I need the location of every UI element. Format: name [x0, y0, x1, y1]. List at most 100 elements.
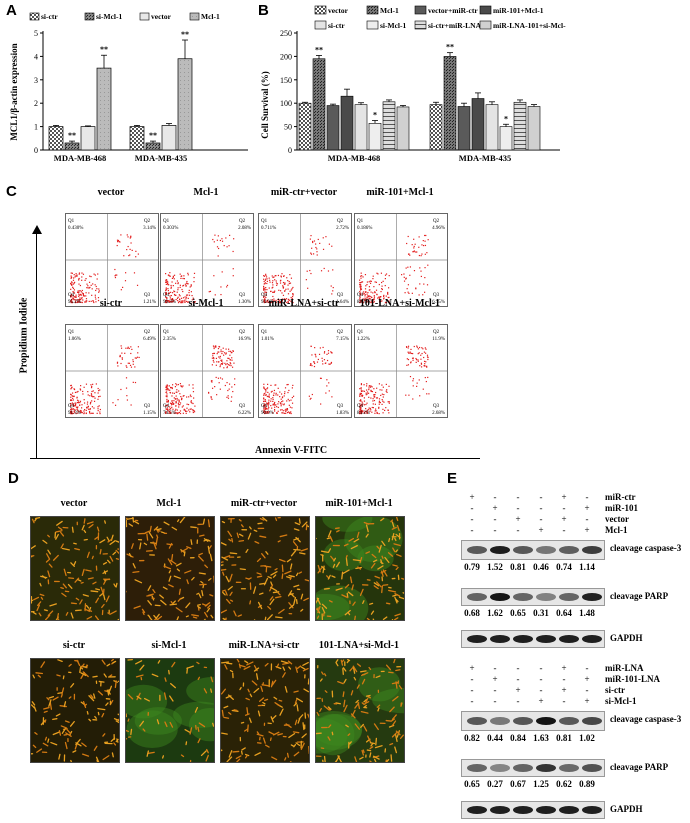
mito-fluorescence-image — [125, 658, 215, 763]
mito-image-title: si-Mcl-1 — [151, 640, 187, 651]
treatment-sign: - — [493, 514, 497, 524]
chart-b-bar — [457, 106, 471, 151]
protein-band — [490, 806, 510, 814]
treatment-sign: - — [470, 696, 474, 706]
protein-band — [582, 764, 602, 772]
protein-band — [490, 593, 510, 601]
western-blot-strip — [461, 630, 605, 648]
svg-text:Q1: Q1 — [357, 219, 364, 224]
flow-quadrant-value: 3.14% — [143, 226, 156, 231]
treatment-label: Mcl-1 — [605, 525, 628, 535]
flow-quadrant-value: 0.186% — [357, 226, 372, 231]
flow-dot-plot: Q1 Q2 Q4 Q3 0.711% 2.72% 94.9% 1.64% — [258, 213, 352, 307]
western-blot-strip — [461, 801, 605, 819]
chart-b-bar — [368, 123, 382, 151]
protein-band — [536, 764, 556, 772]
flow-quadrant-value: 1.30% — [238, 300, 251, 305]
protein-band — [559, 593, 579, 601]
flow-quadrant-value: 6.22% — [238, 411, 251, 416]
treatment-sign: + — [584, 525, 590, 535]
treatment-sign: + — [492, 674, 498, 684]
chart-a-ytick: 3 — [34, 76, 38, 85]
chart-b-ytick: 250 — [280, 29, 292, 38]
chart-a-legend-swatch — [139, 12, 150, 21]
western-blot-strip — [461, 588, 605, 606]
treatment-sign: + — [561, 492, 567, 502]
flow-quadrant-value: 4.96% — [432, 226, 445, 231]
treatment-sign: - — [539, 514, 543, 524]
treatment-sign: - — [516, 663, 520, 673]
chart-a-legend-swatch — [29, 12, 40, 21]
svg-text:Q4: Q4 — [357, 404, 364, 409]
mito-image-title: Mcl-1 — [156, 498, 182, 509]
chart-b-category: MDA-MB-435 — [459, 153, 511, 163]
flow-quadrant-value: 1.22% — [357, 337, 370, 342]
flow-quadrant-value: 0.711% — [261, 226, 276, 231]
treatment-sign: - — [585, 514, 589, 524]
flow-plot-title: vector — [97, 187, 125, 198]
chart-b-legend-swatch — [314, 20, 327, 30]
svg-text:Q3: Q3 — [144, 404, 151, 409]
chart-b-significance: ** — [446, 43, 454, 52]
protein-band — [513, 806, 533, 814]
treatment-sign: + — [515, 514, 521, 524]
flow-dot-plot: Q1 Q2 Q4 Q3 0.430% 3.14% 95.2% 1.21% — [65, 213, 159, 307]
treatment-sign: - — [470, 503, 474, 513]
treatment-sign: - — [493, 492, 497, 502]
treatment-sign: - — [539, 674, 543, 684]
flow-quadrant-value: 88.7% — [357, 300, 370, 305]
band-quantification: 1.48 — [579, 608, 595, 618]
chart-a-bar — [161, 125, 177, 151]
svg-text:Q4: Q4 — [261, 404, 268, 409]
protein-band — [559, 635, 579, 643]
band-quantification: 1.63 — [533, 733, 549, 743]
band-quantification: 0.89 — [579, 779, 595, 789]
mito-fluorescence-image — [30, 516, 120, 621]
protein-band — [467, 806, 487, 814]
band-quantification: 0.46 — [533, 562, 549, 572]
svg-text:Q2: Q2 — [239, 219, 246, 224]
chart-b-significance: * — [504, 114, 508, 123]
treatment-sign: + — [515, 685, 521, 695]
band-quantification: 0.68 — [464, 608, 480, 618]
svg-text:Q2: Q2 — [337, 330, 344, 335]
treatment-label: vector — [605, 514, 629, 524]
flow-plot-title: 101-LNA+si-Mcl-1 — [359, 298, 441, 309]
protein-band — [513, 593, 533, 601]
svg-text:Q2: Q2 — [433, 219, 440, 224]
chart-b-legend-label: si-Mcl-1 — [380, 21, 406, 30]
chart-b-legend-label: si-ctr — [328, 21, 345, 30]
svg-text:Q4: Q4 — [163, 404, 170, 409]
treatment-sign: - — [539, 663, 543, 673]
flow-quadrant-value: 2.68% — [432, 411, 445, 416]
treatment-sign: + — [561, 514, 567, 524]
protein-band — [582, 546, 602, 554]
panel-letter-c: C — [6, 183, 17, 200]
treatment-sign: + — [584, 696, 590, 706]
chart-a-legend-label: si-ctr — [41, 12, 58, 21]
band-quantification: 0.65 — [510, 608, 526, 618]
treatment-sign: + — [469, 663, 475, 673]
mito-fluorescence-image — [220, 516, 310, 621]
band-quantification: 0.81 — [510, 562, 526, 572]
mito-fluorescence-image — [220, 658, 310, 763]
mito-image-title: miR-LNA+si-ctr — [228, 640, 300, 651]
western-blot-strip — [461, 711, 605, 731]
treatment-sign: - — [470, 674, 474, 684]
svg-text:Q4: Q4 — [163, 293, 170, 298]
flow-quadrant-value: 1.64% — [336, 300, 349, 305]
chart-b-bar — [499, 126, 513, 151]
chart-a-ytick: 4 — [34, 52, 38, 61]
band-quantification: 1.25 — [533, 779, 549, 789]
chart-b-legend-label: si-ctr+miR-LNA — [428, 21, 482, 30]
protein-band — [582, 635, 602, 643]
flow-ylabel: Propidium Iodide — [18, 297, 30, 374]
flow-quadrant-value: 2.35% — [163, 337, 176, 342]
protein-band — [536, 635, 556, 643]
mito-fluorescence-image — [30, 658, 120, 763]
band-quantification: 0.65 — [464, 779, 480, 789]
protein-band — [490, 635, 510, 643]
chart-b-legend-label: miR-101+Mcl-1 — [493, 6, 544, 15]
flow-quadrant-value: 95.2% — [68, 300, 81, 305]
flow-quadrant-value: 1.83% — [336, 411, 349, 416]
